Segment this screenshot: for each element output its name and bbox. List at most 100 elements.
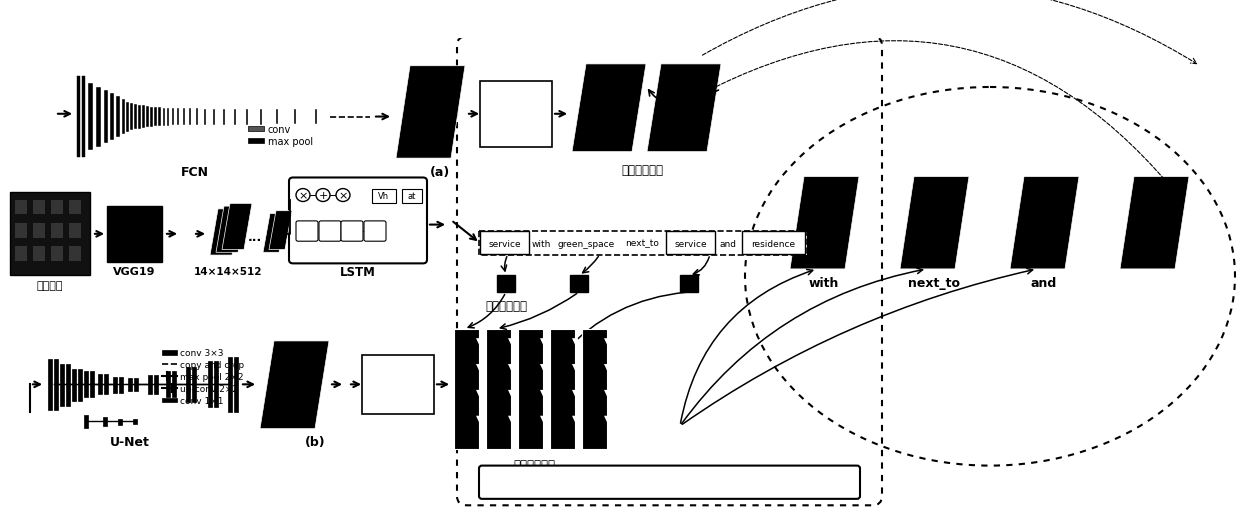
Polygon shape [572, 364, 579, 377]
Bar [116, 97, 120, 137]
Bar [690, 96, 707, 112]
Text: 聚焦权重矩阵: 聚焦权重矩阵 [484, 300, 527, 313]
Bar [234, 110, 235, 126]
Polygon shape [572, 416, 579, 429]
Bar [69, 200, 81, 215]
Bar [103, 417, 107, 426]
Bar [550, 329, 575, 449]
Text: conv 3×3: conv 3×3 [180, 348, 223, 357]
Bar [33, 246, 45, 261]
Bar [90, 372, 94, 398]
Polygon shape [216, 207, 247, 253]
Polygon shape [1120, 177, 1189, 269]
Bar [192, 367, 196, 402]
Bar [294, 110, 296, 125]
Text: FCN: FCN [181, 166, 209, 179]
Text: 14×14×512: 14×14×512 [193, 267, 263, 276]
Polygon shape [572, 338, 579, 351]
FancyBboxPatch shape [341, 221, 363, 242]
Polygon shape [603, 364, 610, 377]
Bar [33, 223, 45, 238]
Bar [82, 77, 85, 158]
Polygon shape [790, 177, 859, 269]
Text: (a): (a) [430, 166, 450, 179]
Text: ×: × [299, 191, 307, 201]
Bar [78, 369, 82, 401]
Bar [248, 138, 264, 144]
Text: service: service [674, 239, 706, 248]
Text: next_to: next_to [626, 239, 659, 248]
Text: 识别矫正算法: 识别矫正算法 [639, 473, 700, 491]
Bar [107, 207, 162, 262]
Bar [15, 246, 27, 261]
Polygon shape [540, 338, 546, 351]
Bar [84, 415, 88, 428]
Bar [51, 223, 63, 238]
Polygon shape [263, 214, 286, 253]
Bar [208, 361, 212, 408]
Bar [260, 110, 261, 126]
Polygon shape [1010, 177, 1079, 269]
Bar [190, 109, 191, 126]
Text: service: service [488, 239, 520, 248]
Bar [88, 84, 93, 151]
Polygon shape [508, 416, 514, 429]
Bar [166, 372, 170, 398]
Bar [248, 127, 264, 132]
Bar [95, 88, 102, 148]
FancyBboxPatch shape [318, 221, 341, 242]
Bar [146, 107, 149, 127]
Polygon shape [572, 65, 646, 152]
Polygon shape [572, 390, 579, 403]
Bar [51, 246, 63, 261]
Bar [126, 103, 129, 133]
Text: VGG19: VGG19 [113, 267, 155, 276]
Text: 小尺度掩模图: 小尺度掩模图 [513, 458, 555, 471]
FancyBboxPatch shape [479, 232, 807, 256]
Bar [497, 276, 515, 292]
FancyBboxPatch shape [479, 466, 860, 499]
Bar [164, 109, 165, 127]
FancyBboxPatch shape [364, 221, 387, 242]
Polygon shape [603, 416, 610, 429]
Bar [138, 105, 141, 129]
Bar [582, 329, 607, 449]
Text: 大尺度掩模图: 大尺度掩模图 [621, 163, 663, 176]
FancyBboxPatch shape [479, 81, 553, 148]
Bar [570, 276, 589, 292]
FancyBboxPatch shape [362, 355, 434, 414]
Text: at: at [408, 192, 416, 201]
Bar [223, 110, 225, 126]
Text: and: and [720, 239, 737, 248]
Bar [315, 110, 317, 125]
Polygon shape [476, 390, 482, 403]
Bar [110, 94, 114, 140]
Bar [69, 246, 81, 261]
Bar [133, 419, 138, 424]
Polygon shape [603, 338, 610, 351]
Text: max pool: max pool [268, 136, 313, 146]
Polygon shape [209, 210, 240, 256]
Bar [518, 329, 543, 449]
Bar [154, 108, 157, 127]
Text: next_to: next_to [908, 277, 960, 290]
Text: +: + [318, 191, 327, 201]
Bar [10, 193, 90, 276]
Bar [15, 200, 27, 215]
Bar [247, 110, 248, 126]
Polygon shape [269, 211, 292, 250]
Text: (b): (b) [305, 435, 326, 448]
Bar [150, 108, 152, 127]
Bar [118, 419, 121, 425]
Text: U-Net: U-Net [110, 435, 150, 448]
Polygon shape [476, 364, 482, 377]
Bar [172, 109, 173, 126]
Polygon shape [508, 390, 514, 403]
Bar [77, 77, 81, 158]
Polygon shape [222, 204, 252, 250]
Bar [486, 329, 510, 449]
Polygon shape [540, 390, 546, 403]
Text: green_space: green_space [558, 239, 615, 248]
FancyBboxPatch shape [372, 189, 396, 204]
Bar [147, 375, 152, 394]
